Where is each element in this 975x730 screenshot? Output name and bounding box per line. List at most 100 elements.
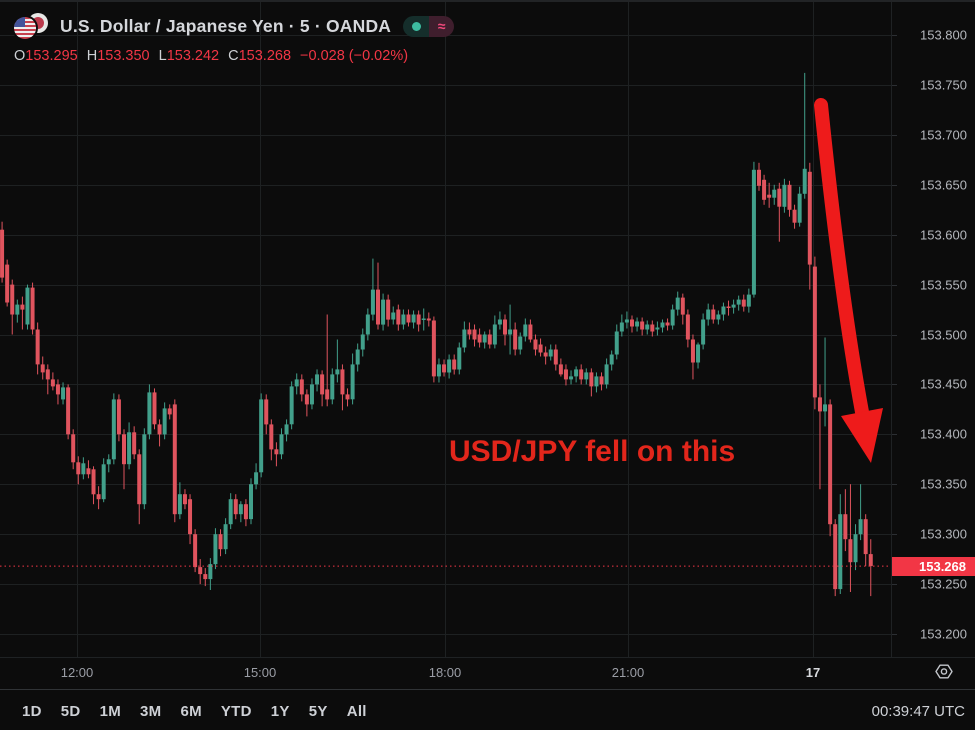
candle-body [690, 339, 695, 363]
symbol-title[interactable]: U.S. Dollar / Japanese Yen · 5 · OANDA [60, 15, 392, 36]
candle-body [863, 519, 868, 555]
candle-body [477, 334, 482, 343]
candle-body [767, 194, 772, 198]
range-button-5y[interactable]: 5Y [308, 702, 328, 720]
candle-body [396, 309, 401, 325]
price-axis-label: 153.400 [920, 426, 967, 442]
axis-settings-gear-icon[interactable] [935, 663, 953, 680]
candle-wick [804, 72, 806, 199]
candle-body [513, 329, 518, 350]
candle-body [320, 374, 325, 395]
candle-body [563, 369, 568, 380]
candle-body [421, 318, 426, 320]
time-axis[interactable]: 12:00 15:00 18:00 21:00 17 [0, 657, 975, 690]
candle-body [462, 329, 467, 348]
candle-body [812, 266, 817, 398]
candle-body [589, 372, 594, 387]
candle-body [218, 534, 223, 550]
range-button-1d[interactable]: 1D [22, 702, 42, 720]
candle-body [503, 319, 507, 335]
price-axis-tick [892, 185, 897, 186]
candle-body [706, 309, 711, 320]
candle-body [274, 449, 279, 455]
down-arrow-shaft[interactable] [814, 98, 869, 419]
candle-body [182, 494, 187, 505]
candle-body [188, 499, 193, 535]
candle-body [152, 392, 157, 425]
candle-wick [824, 337, 826, 427]
range-buttons: 1D 5D 1M 3M 6M YTD 1Y 5Y All [22, 703, 386, 720]
candle-body [40, 364, 45, 373]
ohlc-l: L153.242 [158, 48, 220, 64]
delayed-data-icon[interactable]: ≈ [429, 15, 455, 37]
candle-body [243, 504, 248, 520]
clock-utc[interactable]: 00:39:47 UTC [871, 702, 965, 720]
candle-body [55, 384, 60, 395]
range-button-all[interactable]: All [346, 702, 367, 720]
market-status-pill[interactable]: ≈ [403, 15, 455, 37]
us-flag-icon [14, 17, 36, 39]
candle-body [533, 339, 538, 350]
candle-body [828, 404, 833, 525]
down-arrow-head-icon[interactable] [841, 408, 883, 463]
candle-body [777, 188, 782, 207]
candle-body [10, 284, 15, 315]
candle-body [355, 349, 360, 365]
candle-body [249, 484, 253, 520]
range-button-ytd[interactable]: YTD [220, 702, 252, 720]
candle-body [772, 189, 777, 198]
candle-body [472, 329, 477, 340]
candle-body [711, 309, 716, 320]
candle-body [157, 424, 162, 435]
candle-body [579, 369, 584, 380]
range-button-1y[interactable]: 1Y [270, 702, 290, 720]
candle-body [177, 494, 182, 515]
range-toolbar: 1D 5D 1M 3M 6M YTD 1Y 5Y All [0, 690, 975, 730]
candle-body [15, 304, 20, 315]
candle-body [289, 386, 294, 425]
candle-body [843, 514, 848, 540]
price-axis[interactable]: 153.800 153.750 153.700 153.650 153.600 153.5… [891, 2, 975, 657]
candle-body [497, 319, 502, 325]
candle-body [50, 379, 55, 387]
candlestick-chart[interactable] [0, 2, 891, 657]
candle-body [609, 354, 614, 365]
candle-body [757, 169, 761, 186]
candle-body [624, 319, 629, 323]
candle-body [401, 314, 406, 325]
range-button-5d[interactable]: 5D [60, 702, 81, 720]
candle-wick [728, 300, 730, 316]
price-axis-label: 153.600 [920, 227, 967, 243]
candle-body [599, 376, 604, 385]
price-axis-tick [892, 634, 897, 635]
candle-body [330, 374, 335, 400]
candle-body [340, 369, 345, 395]
candle-body [370, 289, 375, 315]
candle-body [0, 229, 5, 278]
range-button-3m[interactable]: 3M [140, 702, 162, 720]
candle-body [553, 349, 558, 365]
candle-body [238, 504, 243, 515]
candle-body [254, 472, 259, 485]
candle-body [741, 299, 746, 307]
price-axis-label: 153.700 [920, 127, 967, 143]
range-button-6m[interactable]: 6M [180, 702, 202, 720]
candle-body [172, 404, 177, 515]
price-axis-tick [892, 484, 897, 485]
candle-body [645, 324, 650, 330]
candle-body [203, 574, 208, 580]
candle-body [696, 344, 701, 363]
candle-body [66, 387, 71, 435]
time-axis-label: 15:00 [243, 665, 277, 680]
candle-body [198, 567, 203, 575]
time-axis-label: 17 [805, 665, 821, 680]
market-open-indicator[interactable] [403, 15, 430, 37]
time-axis-label: 18:00 [428, 665, 462, 680]
candle-body [508, 329, 513, 335]
range-button-1m[interactable]: 1M [99, 702, 121, 720]
candle-body [71, 434, 76, 463]
candle-body [132, 432, 137, 455]
candle-body [381, 299, 386, 325]
candle-body [548, 349, 553, 357]
